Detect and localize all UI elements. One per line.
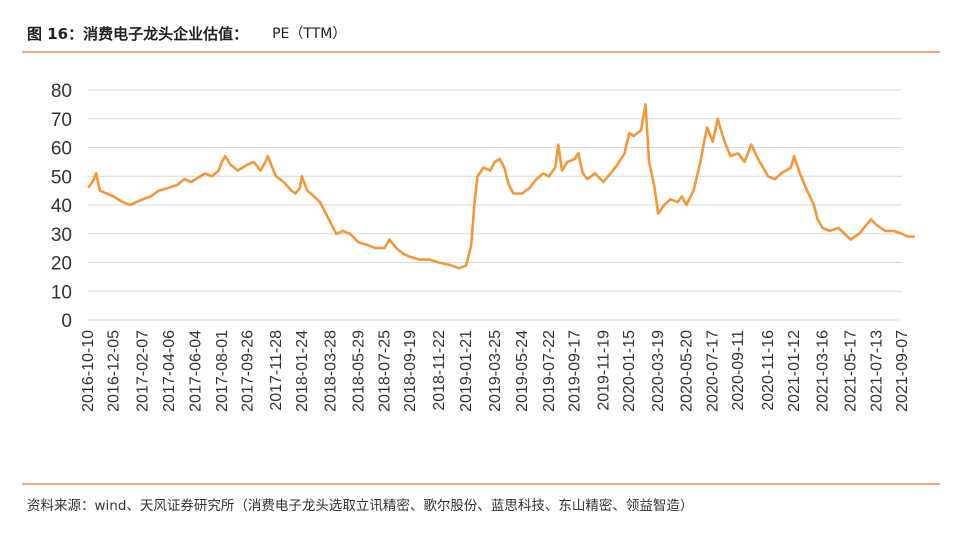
x-tick-label: 2021-05-17 <box>843 330 860 412</box>
x-tick-label: 2020-05-20 <box>678 330 695 412</box>
x-axis: 2016-10-10 2016-12-05 2017-02-07 2017-04-06… <box>80 330 911 412</box>
x-tick-label: 2020-07-17 <box>705 330 722 412</box>
y-tick-label: 40 <box>51 196 72 217</box>
x-tick-label: 2019-09-17 <box>567 330 584 412</box>
y-tick-label: 80 <box>51 81 72 102</box>
x-tick-label: 2019-11-19 <box>595 330 612 411</box>
source-note: 资料来源：wind、天风证券研究所（消费电子龙头选取立讯精密、歌尔股份、蓝思科技… <box>27 498 694 514</box>
x-tick-label: 2017-08-01 <box>214 330 231 412</box>
x-tick-label: 2020-03-19 <box>650 330 667 412</box>
x-tick-label: 2016-10-10 <box>80 330 97 412</box>
grid-lines <box>88 89 902 321</box>
chart-title: 图 16：消费电子龙头企业估值： <box>27 24 249 43</box>
x-tick-label: 2020-11-16 <box>760 330 777 411</box>
x-tick-label: 2019-07-22 <box>541 330 558 412</box>
top-rule <box>22 51 940 53</box>
x-tick-label: 2020-09-11 <box>730 330 747 411</box>
x-tick-label: 2018-05-29 <box>351 330 368 412</box>
x-tick-label: 2021-09-07 <box>894 330 911 412</box>
x-tick-label: 2018-09-19 <box>402 330 419 412</box>
x-tick-label: 2018-01-24 <box>294 330 311 412</box>
x-tick-label: 2019-05-24 <box>514 330 531 412</box>
y-tick-label: 50 <box>51 167 72 188</box>
y-tick-label: 60 <box>51 139 72 160</box>
y-tick-label: 0 <box>61 311 72 332</box>
bottom-rule <box>22 483 940 485</box>
chart-title-row: 图 16：消费电子龙头企业估值： PE（TTM） <box>27 20 346 46</box>
x-tick-label: 2018-03-28 <box>322 330 339 412</box>
x-tick-label: 2021-03-16 <box>815 330 832 412</box>
x-tick-label: 2018-07-25 <box>376 330 393 412</box>
chart-unit: PE（TTM） <box>272 26 347 42</box>
x-tick-label: 2019-03-25 <box>487 330 504 412</box>
x-tick-label: 2017-04-06 <box>161 330 178 412</box>
x-tick-label: 2017-02-07 <box>134 330 151 412</box>
y-tick-label: 30 <box>51 225 72 246</box>
x-tick-label: 2016-12-05 <box>105 330 122 412</box>
pe-series-line <box>86 103 915 270</box>
y-axis: 0 10 20 30 40 50 60 70 80 <box>51 81 72 332</box>
x-tick-label: 2020-01-15 <box>621 330 638 412</box>
x-tick-label: 2017-11-28 <box>268 330 285 411</box>
x-tick-label: 2021-01-12 <box>786 330 803 412</box>
x-tick-label: 2017-09-26 <box>239 330 256 412</box>
x-tick-label: 2018-11-22 <box>431 330 448 411</box>
x-tick-label: 2019-01-21 <box>458 330 475 412</box>
y-tick-label: 70 <box>51 110 72 131</box>
x-tick-label: 2021-07-13 <box>869 330 886 412</box>
y-tick-label: 20 <box>51 254 72 275</box>
x-tick-label: 2017-06-04 <box>188 330 205 412</box>
y-tick-label: 10 <box>51 282 72 303</box>
